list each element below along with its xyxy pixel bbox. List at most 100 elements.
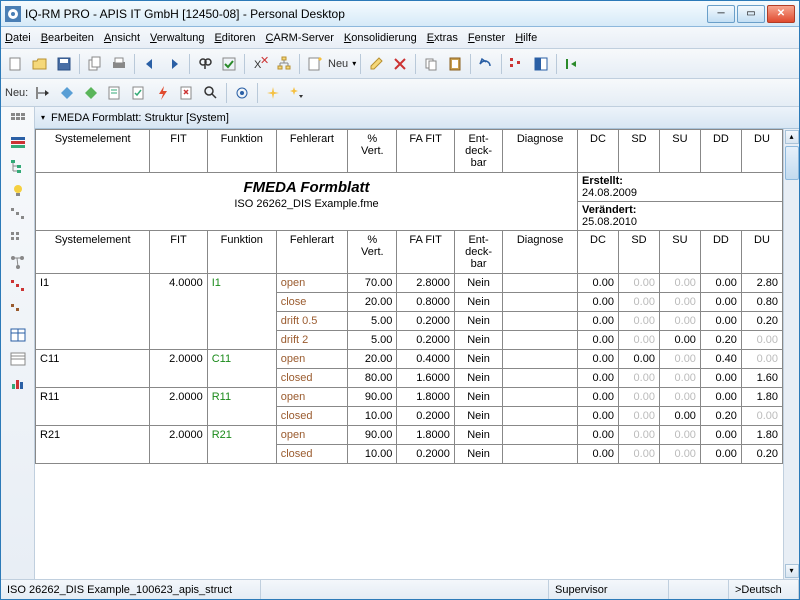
scroll-up-icon[interactable]: ▴ [785, 130, 799, 144]
col-header: Diagnose [503, 130, 578, 173]
side-red-tree-icon[interactable] [7, 277, 29, 297]
cell-dd: 0.20 [700, 407, 741, 426]
menu-datei[interactable]: Datei [5, 32, 31, 44]
paste-icon[interactable] [444, 53, 466, 75]
cell-sys: C11 [36, 350, 150, 388]
col-header: DC [577, 231, 618, 274]
status-spacer [261, 580, 549, 599]
cell-pvert: 20.00 [348, 350, 397, 369]
meta-created: Erstellt:24.08.2009 [577, 173, 782, 202]
cell-du: 0.20 [741, 312, 782, 331]
edit-icon[interactable] [365, 53, 387, 75]
menu-ansicht[interactable]: Ansicht [104, 32, 140, 44]
tab-dropdown-icon[interactable]: ▾ [41, 113, 45, 122]
cell-du: 2.80 [741, 274, 782, 293]
side-bulb-icon[interactable] [7, 181, 29, 201]
delete-x-icon[interactable] [389, 53, 411, 75]
cell-sd: 0.00 [618, 274, 659, 293]
table-row: R212.0000R21open90.001.8000Nein0.000.000… [36, 426, 783, 445]
side-tree3-icon[interactable] [7, 229, 29, 249]
app-icon [5, 6, 21, 22]
new-star-icon[interactable] [304, 53, 326, 75]
cell-su: 0.00 [659, 274, 700, 293]
cell-entdeck: Nein [454, 445, 502, 464]
neu-label: Neu [328, 58, 348, 70]
cell-su: 0.00 [659, 426, 700, 445]
tree-red-icon[interactable] [506, 53, 528, 75]
window-title: IQ-RM PRO - APIS IT GmbH [12450-08] - Pe… [25, 7, 707, 21]
insert-icon[interactable] [32, 82, 54, 104]
cell-du: 1.60 [741, 369, 782, 388]
cell-fehlerart: closed [276, 407, 347, 426]
sparkle-arrow-icon[interactable] [286, 82, 308, 104]
diamond-blue-icon[interactable] [56, 82, 78, 104]
flash-icon[interactable] [152, 82, 174, 104]
side-tree1-icon[interactable] [7, 157, 29, 177]
scrollbar-vertical[interactable]: ▴ ▾ [783, 129, 799, 579]
cell-dd: 0.00 [700, 312, 741, 331]
collapse-icon[interactable] [561, 53, 583, 75]
col-header: %Vert. [348, 130, 397, 173]
side-net-icon[interactable] [7, 253, 29, 273]
side-tree2-icon[interactable] [7, 205, 29, 225]
col-header: DC [577, 130, 618, 173]
open-icon[interactable] [29, 53, 51, 75]
check-icon[interactable] [218, 53, 240, 75]
hierarchy-icon[interactable] [273, 53, 295, 75]
cell-pvert: 10.00 [348, 445, 397, 464]
menu-hilfe[interactable]: Hilfe [515, 32, 537, 44]
form-title: FMEDA Formblatt [36, 173, 577, 196]
target-icon[interactable] [231, 82, 253, 104]
note-icon[interactable] [104, 82, 126, 104]
menu-verwaltung[interactable]: Verwaltung [150, 32, 204, 44]
col-header: DD [700, 130, 741, 173]
scroll-thumb[interactable] [785, 146, 799, 180]
cell-diagnose [503, 293, 578, 312]
cell-pvert: 90.00 [348, 426, 397, 445]
back-icon[interactable] [139, 53, 161, 75]
cell-diagnose [503, 426, 578, 445]
cell-su: 0.00 [659, 312, 700, 331]
filter-x-icon[interactable]: X✕ [249, 53, 271, 75]
menu-carm-server[interactable]: CARM-Server [265, 32, 333, 44]
cell-entdeck: Nein [454, 312, 502, 331]
menu-editoren[interactable]: Editoren [214, 32, 255, 44]
cell-dc: 0.00 [577, 331, 618, 350]
side-brown-icon[interactable] [7, 301, 29, 321]
cell-diagnose [503, 331, 578, 350]
tab-row: ▾ FMEDA Formblatt: Struktur [System] [35, 107, 799, 129]
diamond-green-icon[interactable] [80, 82, 102, 104]
copy-doc-icon[interactable] [84, 53, 106, 75]
col-header: Funktion [207, 130, 276, 173]
menu-extras[interactable]: Extras [427, 32, 458, 44]
copy-icon[interactable] [420, 53, 442, 75]
new-icon[interactable] [5, 53, 27, 75]
side-table-icon[interactable] [7, 325, 29, 345]
side-form-icon[interactable] [7, 349, 29, 369]
zoom-icon[interactable] [200, 82, 222, 104]
doc-x-icon[interactable] [176, 82, 198, 104]
menu-konsolidierung[interactable]: Konsolidierung [344, 32, 417, 44]
close-button[interactable]: ✕ [767, 5, 795, 23]
undo-icon[interactable] [475, 53, 497, 75]
menu-fenster[interactable]: Fenster [468, 32, 505, 44]
minimize-button[interactable]: ─ [707, 5, 735, 23]
sparkle-icon[interactable] [262, 82, 284, 104]
maximize-button[interactable]: ▭ [737, 5, 765, 23]
scroll-down-icon[interactable]: ▾ [785, 564, 799, 578]
side-bars-icon[interactable] [7, 133, 29, 153]
toggle-icon[interactable] [530, 53, 552, 75]
side-grid-icon[interactable] [7, 109, 29, 129]
cell-fafit: 0.2000 [397, 407, 454, 426]
meta-changed: Verändert:25.08.2010 [577, 202, 782, 231]
find-icon[interactable] [194, 53, 216, 75]
cell-dc: 0.00 [577, 369, 618, 388]
cell-dc: 0.00 [577, 293, 618, 312]
cell-dd: 0.00 [700, 293, 741, 312]
print-icon[interactable] [108, 53, 130, 75]
save-icon[interactable] [53, 53, 75, 75]
menu-bearbeiten[interactable]: Bearbeiten [41, 32, 94, 44]
note-check-icon[interactable] [128, 82, 150, 104]
side-chart-icon[interactable] [7, 373, 29, 393]
forward-icon[interactable] [163, 53, 185, 75]
